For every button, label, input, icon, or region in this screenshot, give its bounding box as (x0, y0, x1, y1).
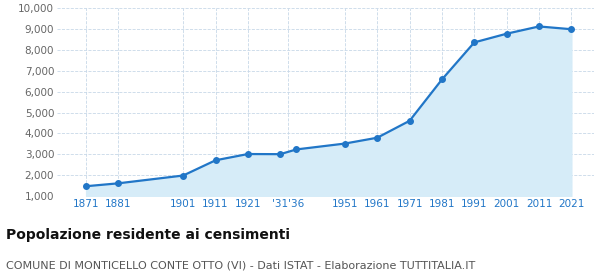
Text: Popolazione residente ai censimenti: Popolazione residente ai censimenti (6, 228, 290, 242)
Text: COMUNE DI MONTICELLO CONTE OTTO (VI) - Dati ISTAT - Elaborazione TUTTITALIA.IT: COMUNE DI MONTICELLO CONTE OTTO (VI) - D… (6, 260, 475, 270)
